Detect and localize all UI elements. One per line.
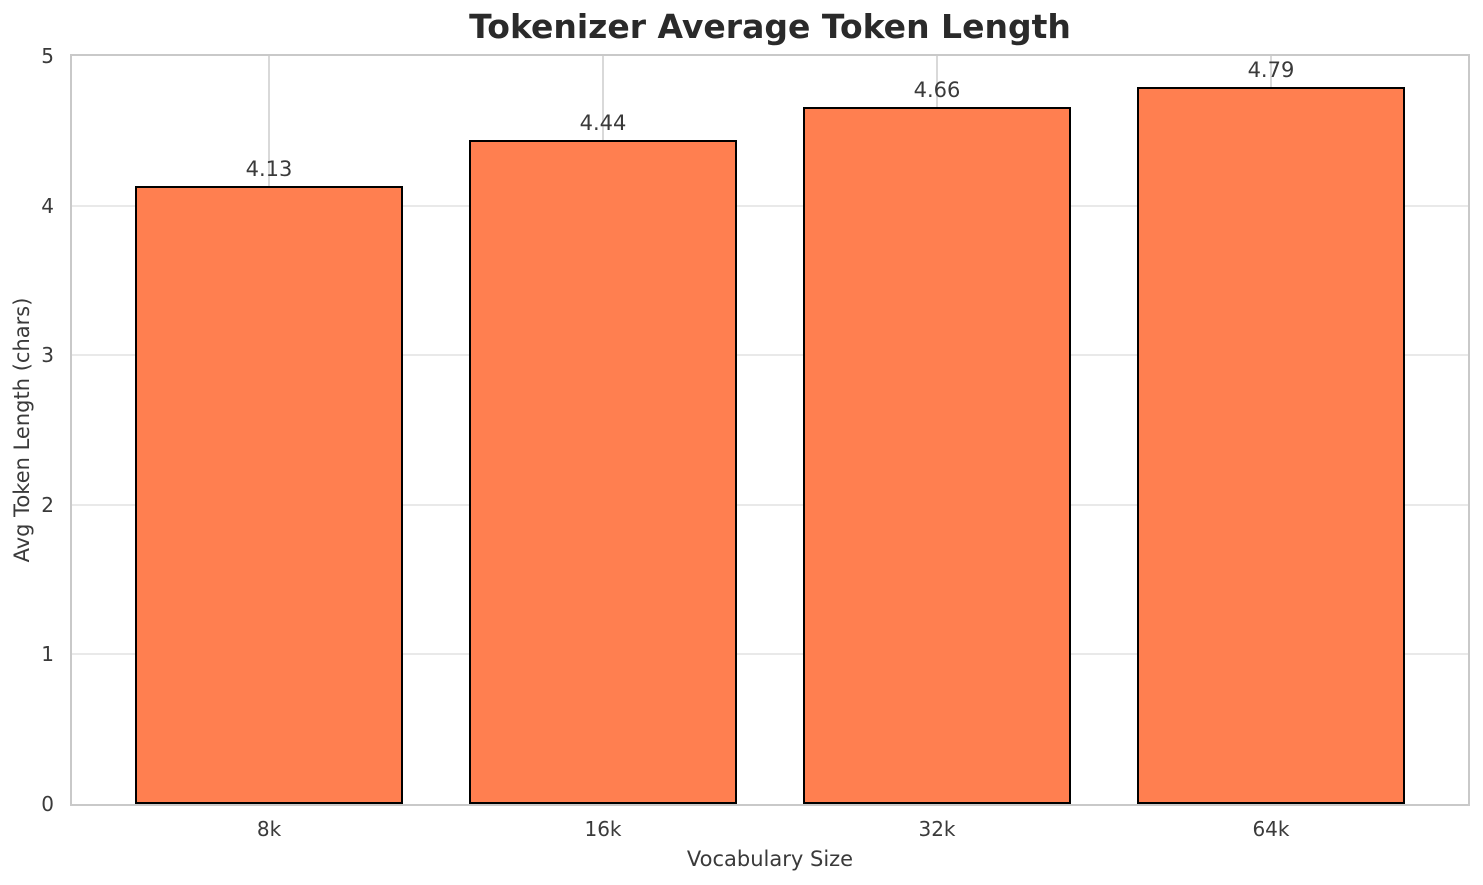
y-tick-label: 3 xyxy=(41,343,54,368)
gridline-horizontal xyxy=(72,503,1468,506)
x-tick-label: 32k xyxy=(918,817,956,841)
x-tick-label: 64k xyxy=(1252,817,1290,841)
y-tick-label: 0 xyxy=(41,792,54,816)
y-tick-label: 2 xyxy=(41,492,54,517)
bar-value-label: 4.44 xyxy=(579,110,627,135)
bar-8k xyxy=(135,186,403,804)
y-tick-label: 1 xyxy=(41,642,54,667)
bar-32k xyxy=(803,106,1071,804)
gridline-horizontal xyxy=(72,204,1468,207)
y-tick-label: 4 xyxy=(41,193,54,218)
bar-value-label: 4.66 xyxy=(913,77,961,102)
bar-value-label: 4.13 xyxy=(245,157,293,182)
bar-64k xyxy=(1137,87,1405,804)
chart-title: Tokenizer Average Token Length xyxy=(469,7,1071,46)
x-tick-label: 8k xyxy=(256,817,282,841)
bar-value-label: 4.79 xyxy=(1247,58,1295,83)
x-axis-ticks: 8k 16k 32k 64k xyxy=(72,818,1468,848)
y-axis-ticks: 0 1 2 3 4 5 xyxy=(0,46,62,814)
x-axis-label: Vocabulary Size xyxy=(686,847,854,871)
bar-16k xyxy=(469,139,737,804)
y-tick-label: 5 xyxy=(41,44,54,68)
gridline-horizontal xyxy=(72,653,1468,656)
x-tick-label: 16k xyxy=(584,817,622,841)
gridline-horizontal xyxy=(72,354,1468,357)
plot-area: 4.13 4.44 4.66 4.79 xyxy=(70,54,1470,806)
